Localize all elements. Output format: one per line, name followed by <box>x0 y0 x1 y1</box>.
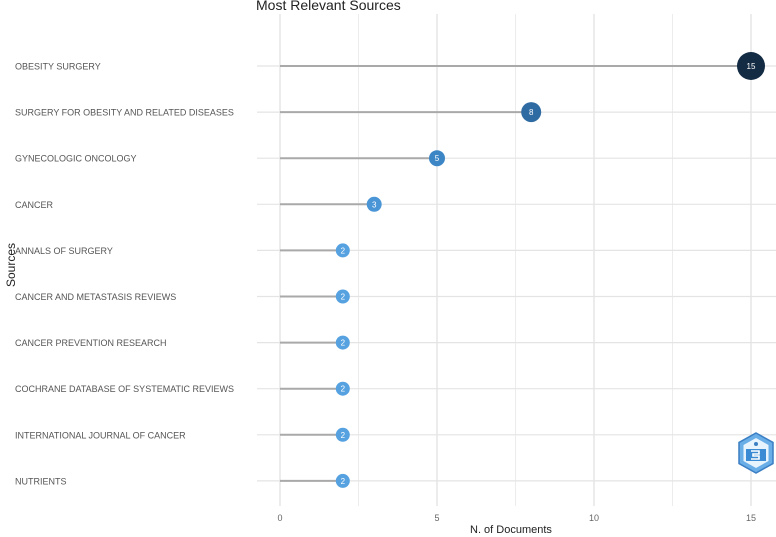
data-point <box>335 427 350 442</box>
data-point <box>737 52 765 80</box>
data-point-label: 5 <box>435 154 440 163</box>
x-tick-label: 5 <box>434 513 439 523</box>
y-category-label: NUTRIENTS <box>15 476 67 486</box>
y-category-label: CANCER <box>15 200 54 210</box>
data-point-label: 2 <box>341 293 346 302</box>
data-point-label: 8 <box>529 108 534 117</box>
data-point <box>521 102 542 123</box>
y-category-label: ANNALS OF SURGERY <box>15 246 113 256</box>
data-point-label: 2 <box>341 431 346 440</box>
hexagon-logo-icon <box>738 432 774 474</box>
x-tick-label: 0 <box>277 513 282 523</box>
data-point <box>335 381 350 396</box>
y-category-label: SURGERY FOR OBESITY AND RELATED DISEASES <box>15 108 234 118</box>
data-point-label: 2 <box>341 246 346 255</box>
x-tick-label: 10 <box>589 513 599 523</box>
y-category-label: COCHRANE DATABASE OF SYSTEMATIC REVIEWS <box>15 384 234 394</box>
y-category-label: GYNECOLOGIC ONCOLOGY <box>15 154 137 164</box>
data-point-label: 3 <box>372 200 377 209</box>
data-point-label: 15 <box>747 62 756 71</box>
data-point <box>366 196 382 212</box>
data-point-label: 2 <box>341 477 346 486</box>
data-point <box>335 289 350 304</box>
y-category-label: INTERNATIONAL JOURNAL OF CANCER <box>15 430 186 440</box>
data-point <box>335 335 350 350</box>
x-axis-label: N. of Documents <box>470 524 552 536</box>
data-point <box>429 150 445 167</box>
y-category-label: CANCER AND METASTASIS REVIEWS <box>15 292 176 302</box>
data-point-label: 2 <box>341 385 346 394</box>
data-point <box>335 243 350 258</box>
data-point-label: 2 <box>341 339 346 348</box>
y-category-label: OBESITY SURGERY <box>15 62 101 72</box>
x-tick-label: 15 <box>746 513 756 523</box>
y-category-label: CANCER PREVENTION RESEARCH <box>15 338 167 348</box>
chart-title: Most Relevant Sources <box>256 0 401 13</box>
data-point <box>335 473 350 488</box>
